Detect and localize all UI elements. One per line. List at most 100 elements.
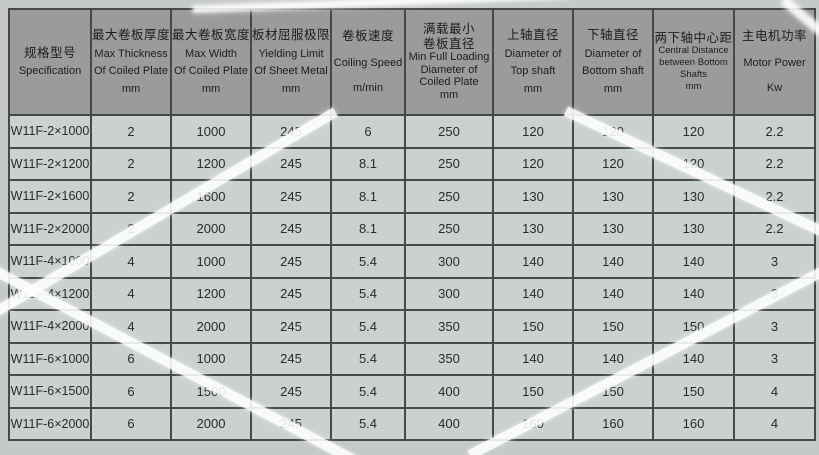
col-header-max-width: 最大卷板宽度 Max Width Of Coiled Plate mm	[170, 8, 252, 116]
value-cell: 150	[492, 374, 574, 409]
value-cell: 245	[250, 406, 332, 441]
value-cell: 8.1	[330, 146, 406, 181]
value-cell: 2	[90, 146, 172, 181]
table-header: 规格型号 Specification 最大卷板厚度 Max Thickness Of C…	[8, 8, 816, 116]
value-cell: 2000	[170, 406, 252, 441]
value-cell: 4	[90, 276, 172, 311]
value-cell: 250	[404, 146, 494, 181]
header-line: 下轴直径	[586, 28, 639, 43]
value-cell: 1200	[170, 276, 252, 311]
value-cell: 3	[733, 341, 816, 376]
header-line: 规格型号	[23, 45, 76, 60]
table-row: W11F-6×1500 6 1500 245 5.4 400 150 150 150 4	[8, 374, 816, 409]
value-cell: 245	[250, 146, 332, 181]
header-line: mm	[281, 83, 301, 95]
table-row: W11F-4×2000 4 2000 245 5.4 350 150 150 150 3	[8, 309, 816, 344]
value-cell: 3	[733, 244, 816, 279]
value-cell: 6	[330, 114, 406, 149]
header-line: Diameter of	[584, 47, 642, 60]
header-line: Specification	[18, 65, 82, 78]
header-line: Coiling Speed	[333, 56, 403, 69]
model-cell: W11F-2×1200	[8, 146, 92, 181]
model-cell: W11F-6×1000	[8, 341, 92, 376]
value-cell: 150	[652, 309, 735, 344]
header-line: mm	[685, 81, 702, 93]
value-cell: 250	[404, 211, 494, 246]
value-cell: 140	[572, 244, 654, 279]
table-row: W11F-6×2000 6 2000 245 5.4 400 160 160 160 4	[8, 406, 816, 441]
model-cell: W11F-2×1000	[8, 114, 92, 149]
value-cell: 130	[652, 211, 735, 246]
header-line: Coiled Plate	[419, 76, 479, 89]
value-cell: 140	[492, 244, 574, 279]
value-cell: 2	[90, 211, 172, 246]
value-cell: 2.2	[733, 146, 816, 181]
value-cell: 2.2	[733, 179, 816, 214]
value-cell: 1500	[170, 374, 252, 409]
value-cell: 350	[404, 341, 494, 376]
model-cell: W11F-4×1200	[8, 276, 92, 311]
value-cell: 1000	[170, 341, 252, 376]
value-cell: 245	[250, 211, 332, 246]
value-cell: 130	[652, 179, 735, 214]
value-cell: 5.4	[330, 244, 406, 279]
value-cell: 245	[250, 179, 332, 214]
value-cell: 120	[492, 146, 574, 181]
col-header-yielding-limit: 板材屈服极限 Yielding Limit Of Sheet Metal mm	[250, 8, 332, 116]
spec-table: 规格型号 Specification 最大卷板厚度 Max Thickness Of C…	[8, 8, 816, 441]
header-line: mm	[439, 89, 459, 102]
col-header-central-distance: 两下轴中心距 Central Distance between Bottom Shaf…	[652, 8, 735, 116]
model-cell: W11F-2×2000	[8, 211, 92, 246]
value-cell: 160	[492, 406, 574, 441]
value-cell: 2000	[170, 309, 252, 344]
value-cell: 4	[90, 244, 172, 279]
value-cell: 120	[652, 146, 735, 181]
value-cell: 1000	[170, 244, 252, 279]
value-cell: 150	[572, 374, 654, 409]
value-cell: 2	[90, 114, 172, 149]
value-cell: 5.4	[330, 406, 406, 441]
header-line: 最大卷板宽度	[172, 28, 251, 43]
table-row: W11F-2×1000 2 1000 245 6 250 120 120 120 2.2	[8, 114, 816, 149]
value-cell: 140	[492, 276, 574, 311]
header-line: 卷板速度	[341, 29, 394, 44]
header-line: Diameter of	[504, 47, 562, 60]
value-cell: 130	[492, 211, 574, 246]
value-cell: 6	[90, 406, 172, 441]
value-cell: 160	[572, 406, 654, 441]
col-header-specification: 规格型号 Specification	[8, 8, 92, 116]
value-cell: 140	[572, 341, 654, 376]
value-cell: 400	[404, 406, 494, 441]
header-line: Of Coiled Plate	[94, 65, 168, 78]
value-cell: 5.4	[330, 341, 406, 376]
value-cell: 3	[733, 309, 816, 344]
table-row: W11F-2×1200 2 1200 245 8.1 250 120 120 120 2.2	[8, 146, 816, 181]
value-cell: 245	[250, 244, 332, 279]
table-row: W11F-4×1200 4 1200 245 5.4 300 140 140 140 3	[8, 276, 816, 311]
value-cell: 6	[90, 341, 172, 376]
value-cell: 300	[404, 276, 494, 311]
value-cell: 1200	[170, 146, 252, 181]
header-line: Motor Power	[743, 56, 806, 69]
value-cell: 120	[652, 114, 735, 149]
value-cell: 250	[404, 114, 494, 149]
header-line: 最大卷板厚度	[92, 28, 171, 43]
header-line: between Bottom	[659, 57, 728, 69]
value-cell: 245	[250, 276, 332, 311]
header-line: 主电机功率	[741, 29, 807, 44]
value-cell: 150	[652, 374, 735, 409]
value-cell: 5.4	[330, 309, 406, 344]
value-cell: 130	[572, 179, 654, 214]
header-line: mm	[121, 83, 141, 95]
value-cell: 400	[404, 374, 494, 409]
value-cell: 8.1	[330, 211, 406, 246]
value-cell: 2	[90, 179, 172, 214]
value-cell: 6	[90, 374, 172, 409]
value-cell: 350	[404, 309, 494, 344]
header-line: Diameter of	[420, 63, 478, 76]
header-line: 满载最小	[422, 22, 475, 37]
value-cell: 4	[733, 406, 816, 441]
header-line: Yielding Limit	[258, 47, 324, 60]
table-row: W11F-2×1600 2 1600 245 8.1 250 130 130 130 2.2	[8, 179, 816, 214]
